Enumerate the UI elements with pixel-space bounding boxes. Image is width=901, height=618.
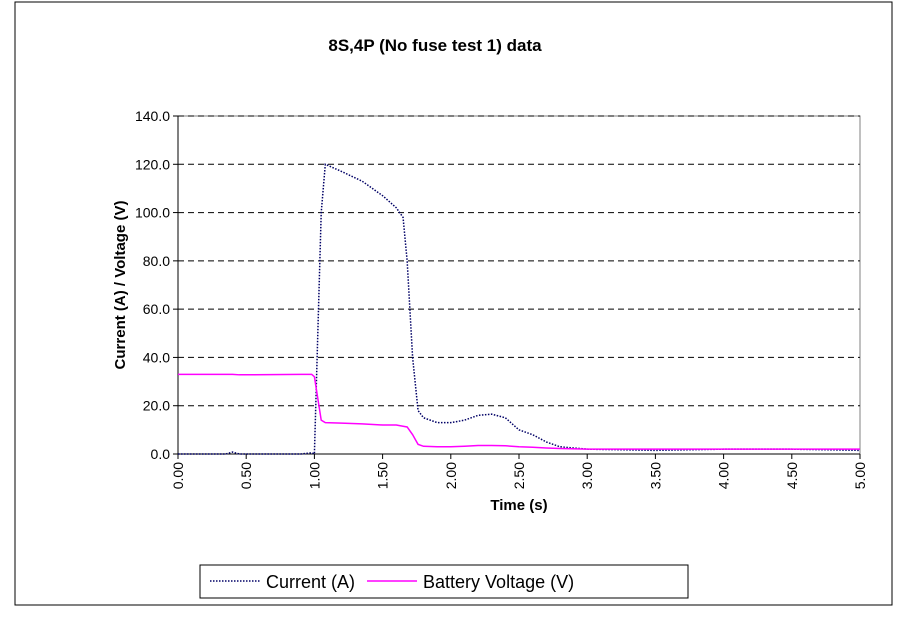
y-tick-label: 60.0 xyxy=(143,301,170,317)
y-tick-label: 0.0 xyxy=(151,446,171,462)
plot-area xyxy=(177,115,861,455)
x-tick-label: 0.00 xyxy=(170,462,186,489)
y-tick-label: 80.0 xyxy=(143,253,170,269)
x-tick-label: 3.00 xyxy=(579,462,595,489)
y-tick-label: 100.0 xyxy=(135,205,170,221)
series-line xyxy=(178,373,860,450)
y-tick-label: 120.0 xyxy=(135,156,170,172)
x-tick-label: 4.50 xyxy=(784,462,800,489)
y-tick-label: 40.0 xyxy=(143,349,170,365)
legend-label: Current (A) xyxy=(266,572,355,592)
x-tick-label: 2.00 xyxy=(443,462,459,489)
series-line xyxy=(178,163,861,456)
x-axis-label: Time (s) xyxy=(490,497,547,514)
x-tick-label: 5.00 xyxy=(852,462,868,489)
x-tick-label: 1.00 xyxy=(306,462,322,489)
y-tick-label: 20.0 xyxy=(143,398,170,414)
x-tick-label: 3.50 xyxy=(647,462,663,489)
x-tick-label: 1.50 xyxy=(375,462,391,489)
chart-title: 8S,4P (No fuse test 1) data xyxy=(328,36,542,55)
x-tick-label: 0.50 xyxy=(238,462,254,489)
legend-box xyxy=(199,564,689,599)
legend-label: Battery Voltage (V) xyxy=(423,572,574,592)
y-tick-label: 140.0 xyxy=(135,108,170,124)
x-tick-label: 2.50 xyxy=(511,462,527,489)
x-tick-label: 4.00 xyxy=(716,462,732,489)
y-axis-label: Current (A) / Voltage (V) xyxy=(112,201,129,370)
